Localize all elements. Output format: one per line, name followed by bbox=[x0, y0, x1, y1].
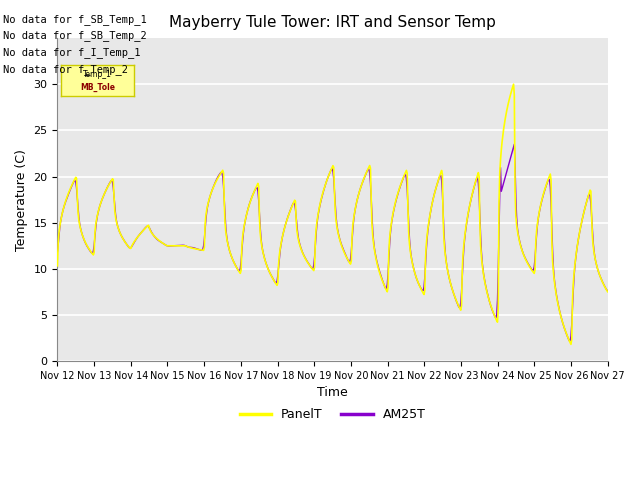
Y-axis label: Temperature (C): Temperature (C) bbox=[15, 149, 28, 251]
Text: No data for f_SB_Temp_2: No data for f_SB_Temp_2 bbox=[3, 30, 147, 41]
Text: No data for f_SB_Temp_1: No data for f_SB_Temp_1 bbox=[3, 13, 147, 24]
Text: No data for f_I_Temp_1: No data for f_I_Temp_1 bbox=[3, 47, 141, 58]
Legend: PanelT, AM25T: PanelT, AM25T bbox=[235, 403, 431, 426]
Text: No data for f_Temp_2: No data for f_Temp_2 bbox=[3, 64, 128, 75]
Text: MB_Tole: MB_Tole bbox=[80, 83, 115, 92]
Title: Mayberry Tule Tower: IRT and Sensor Temp: Mayberry Tule Tower: IRT and Sensor Temp bbox=[169, 15, 496, 30]
X-axis label: Time: Time bbox=[317, 386, 348, 399]
Text: Temp_1: Temp_1 bbox=[83, 70, 112, 79]
